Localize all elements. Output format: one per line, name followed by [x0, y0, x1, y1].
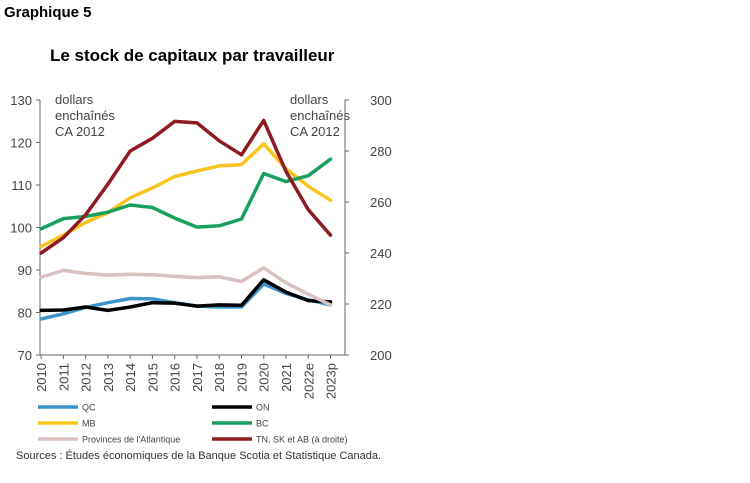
left-axis-unit: dollars enchaînés CA 2012: [55, 92, 115, 140]
x-tick-label: 2012: [79, 363, 94, 392]
right-tick-label: 200: [370, 348, 392, 363]
legend-label: QC: [82, 403, 96, 413]
x-tick-label: 2016: [168, 363, 183, 392]
legend-label: MB: [82, 419, 96, 429]
left-tick-label: 110: [11, 178, 32, 193]
legend-label: TN, SK et AB (à droite): [256, 435, 348, 445]
x-tick-label: 2021: [279, 363, 294, 392]
legend-label: BC: [256, 419, 269, 429]
left-tick-label: 70: [18, 348, 32, 363]
left-unit-line: enchaînés: [55, 108, 115, 123]
right-tick-label: 280: [370, 144, 392, 159]
series-line-bc: [39, 157, 333, 231]
series-line-tn-sk-et-ab-droite-: [39, 118, 333, 255]
right-tick-label: 300: [370, 93, 392, 108]
legend-label: Provinces de l'Atlantique: [82, 435, 180, 445]
x-tick-label: 2010: [34, 363, 49, 392]
legend-label: ON: [256, 403, 270, 413]
right-unit-line: CA 2012: [290, 124, 340, 139]
x-tick-label: 2014: [123, 363, 138, 392]
x-tick-label: 2013: [101, 363, 116, 392]
series-line-on: [39, 278, 333, 313]
series-line-mb: [39, 142, 333, 249]
right-tick-label: 240: [370, 246, 392, 261]
right-unit-line: dollars: [290, 92, 329, 107]
x-tick-label: 2023p: [324, 363, 339, 399]
right-unit-line: enchaînés: [290, 108, 350, 123]
x-tick-label: 2017: [190, 363, 205, 392]
x-tick-label: 2015: [145, 363, 160, 392]
chart-title: Le stock de capitaux par travailleur: [50, 46, 335, 65]
left-tick-label: 100: [10, 221, 32, 236]
left-tick-label: 120: [10, 136, 32, 151]
series-line-provinces-de-l-atlantique: [39, 266, 333, 307]
x-tick-label: 2022e: [301, 363, 316, 399]
x-tick-label: 2020: [257, 363, 272, 392]
left-tick-label: 80: [18, 306, 32, 321]
series-line-qc: [39, 282, 333, 321]
x-tick-label: 2011: [56, 363, 71, 391]
source-note: Sources : Études économiques de la Banqu…: [16, 450, 382, 462]
x-tick-label: 2018: [212, 363, 227, 392]
x-tick-label: 2019: [234, 363, 249, 392]
left-tick-label: 90: [18, 263, 32, 278]
figure-label: Graphique 5: [4, 4, 92, 21]
left-unit-line: CA 2012: [55, 124, 105, 139]
right-axis-unit: dollars enchaînés CA 2012: [290, 92, 350, 140]
left-tick-label: 130: [10, 93, 32, 108]
right-tick-label: 260: [370, 195, 392, 210]
left-unit-line: dollars: [55, 92, 94, 107]
right-tick-label: 220: [370, 297, 392, 312]
